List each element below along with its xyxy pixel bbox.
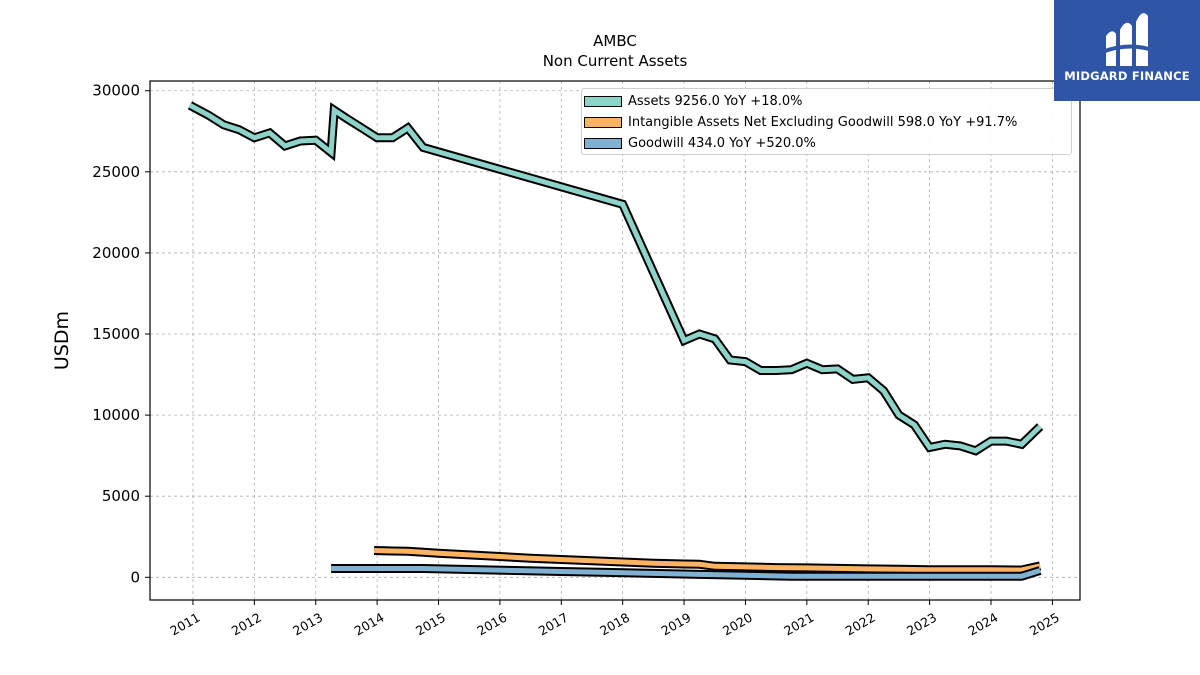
y-tick-label: 25000 <box>92 163 140 181</box>
x-tick-label: 2015 <box>413 610 448 639</box>
x-tick-label: 2012 <box>229 610 264 639</box>
x-tick-label: 2013 <box>290 610 325 639</box>
y-tick-label: 20000 <box>92 244 140 262</box>
x-tick-label: 2025 <box>1027 610 1062 639</box>
x-tick-label: 2022 <box>843 610 878 639</box>
x-tick-label: 2017 <box>536 610 571 639</box>
legend-swatch-intangible <box>584 116 622 128</box>
x-tick-label: 2014 <box>352 610 387 639</box>
legend-label-intangible: Intangible Assets Net Excluding Goodwill… <box>628 114 1018 130</box>
x-tick-label: 2019 <box>659 610 694 639</box>
legend-label-goodwill: Goodwill 434.0 YoY +520.0% <box>628 135 816 151</box>
legend-item-assets: Assets 9256.0 YoY +18.0% <box>582 91 803 111</box>
x-tick-label: 2024 <box>965 610 1000 639</box>
x-axis: 2011 2012 2013 2014 2015 2016 2017 2018 2019 2020… <box>167 600 1062 639</box>
y-tick-label: 10000 <box>92 406 140 424</box>
y-tick-label: 5000 <box>102 487 140 505</box>
legend-item-intangible: Intangible Assets Net Excluding Goodwill… <box>582 112 1017 132</box>
midgard-logo-icon <box>1101 13 1153 67</box>
logo-text: MIDGARD FINANCE <box>1064 69 1190 83</box>
series-line-intangible-assets <box>374 548 1041 573</box>
legend-swatch-goodwill <box>584 137 622 149</box>
series-line-goodwill <box>331 566 1041 579</box>
chart-subtitle: Non Current Assets <box>542 52 688 70</box>
plot-frame <box>149 80 1081 601</box>
legend: Assets 9256.0 YoY +18.0% Intangible Asse… <box>581 88 1072 155</box>
y-tick-label: 0 <box>130 568 140 586</box>
x-tick-label: 2018 <box>597 610 632 639</box>
x-tick-label: 2020 <box>720 610 755 639</box>
series-outline-assets <box>187 101 1044 456</box>
grid <box>150 81 1080 600</box>
y-tick-label: 30000 <box>92 82 140 100</box>
x-tick-label: 2023 <box>904 610 939 639</box>
legend-item-goodwill: Goodwill 434.0 YoY +520.0% <box>582 133 816 153</box>
x-tick-label: 2011 <box>167 610 202 639</box>
series-line-assets <box>188 103 1042 454</box>
series-layer <box>187 101 1044 581</box>
legend-label-assets: Assets 9256.0 YoY +18.0% <box>628 93 803 109</box>
x-tick-label: 2021 <box>781 610 816 639</box>
legend-swatch-assets <box>584 95 622 107</box>
chart-title: AMBC <box>593 32 637 50</box>
y-axis-label: USDm <box>51 311 73 370</box>
y-tick-label: 15000 <box>92 325 140 343</box>
y-axis: 0 5000 10000 15000 20000 25000 30000 <box>92 82 150 586</box>
x-tick-label: 2016 <box>474 610 509 639</box>
midgard-finance-logo: MIDGARD FINANCE <box>1054 0 1200 101</box>
